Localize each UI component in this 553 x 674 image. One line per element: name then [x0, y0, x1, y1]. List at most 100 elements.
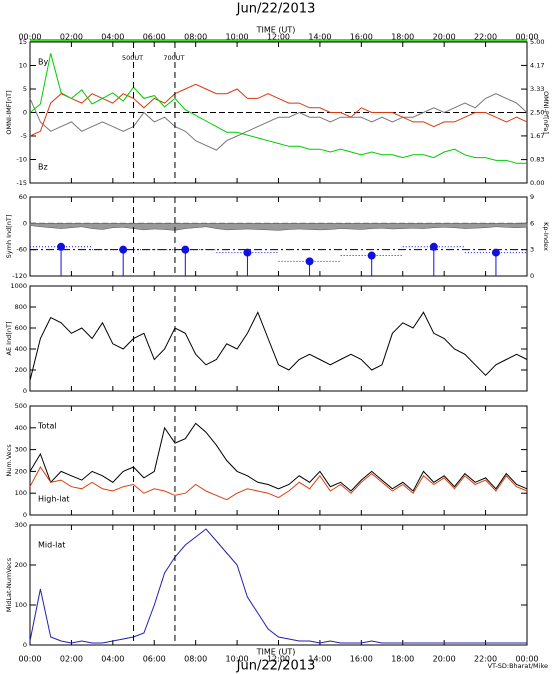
bottom-x-tick-label: 00:00 — [515, 655, 538, 664]
top-x-tick-label: 22:00 — [474, 33, 497, 42]
y-axis-label: Symh Ind[nT] — [5, 215, 13, 259]
line — [29, 83, 528, 137]
bottom-x-tick-label: 06:00 — [143, 655, 166, 664]
series-label: Total — [37, 422, 57, 431]
y-tick-label: 500 — [15, 402, 27, 410]
bottom-x-tick-label: 10:00 — [226, 655, 249, 664]
bottom-x-tick-label: 16:00 — [350, 655, 373, 664]
y-tick-label: 200 — [15, 366, 27, 374]
line — [29, 93, 528, 151]
y-tick-label: 200 — [15, 467, 27, 475]
series-label: Bz — [38, 163, 48, 172]
y2-tick-label: 0 — [530, 272, 534, 280]
top-x-tick-label: 06:00 — [143, 33, 166, 42]
panel-frame — [29, 285, 528, 392]
y2-tick-label: 3 — [530, 246, 534, 254]
y-tick-label: -15 — [16, 179, 27, 187]
y-tick-label: 0 — [23, 109, 27, 117]
y-axis-label: OMNI-IMF[nT] — [5, 90, 13, 134]
y-tick-label: -5 — [21, 132, 27, 140]
y-axis-label: Num.Vecs — [5, 444, 13, 477]
bottom-date: Jun/22/2013 — [236, 659, 316, 674]
y-axis-label: MidLat-NumVecs — [5, 557, 13, 612]
bottom-x-tick-label: 12:00 — [267, 655, 290, 664]
y-tick-label: 300 — [15, 521, 27, 529]
kp-dot — [429, 242, 438, 251]
top-x-tick-label: 08:00 — [184, 33, 207, 42]
bottom-x-tick-label: 22:00 — [474, 655, 497, 664]
y-axis-label: AE Ind[nT] — [5, 322, 13, 356]
time-marker-label: 500UT — [122, 54, 143, 62]
kp-dot — [491, 248, 500, 257]
y-tick-label: 300 — [15, 446, 27, 454]
y-tick-label: 100 — [15, 601, 27, 609]
series-label: By — [38, 58, 48, 67]
kp-dot — [367, 251, 376, 260]
data-status-bar — [30, 39, 527, 42]
top-x-tick-label: 14:00 — [308, 33, 331, 42]
line — [29, 466, 528, 501]
y-tick-label: 800 — [15, 303, 27, 311]
y2-tick-label: 0.83 — [530, 156, 544, 164]
y-tick-label: 400 — [15, 424, 27, 432]
credit: VT-SD:Bharat/Mike — [488, 662, 548, 670]
kp-dot — [243, 248, 252, 257]
top-x-tick-label: 04:00 — [101, 33, 124, 42]
figure-title: Jun/22/2013 — [236, 2, 316, 17]
y2-tick-label: 5.00 — [530, 38, 544, 46]
series-label: Mid-lat — [38, 541, 65, 550]
y2-tick-label: 4.17 — [530, 61, 544, 69]
y2-tick-label: 6 — [530, 219, 534, 227]
top-time-label: TIME (UT) — [256, 26, 296, 35]
series-label: High-lat — [38, 495, 70, 504]
panel-frame — [29, 196, 528, 277]
y2-tick-label: 9 — [530, 193, 534, 201]
top-x-tick-label: 18:00 — [391, 33, 414, 42]
y-tick-label: -10 — [16, 156, 27, 164]
y-tick-label: 600 — [15, 324, 27, 332]
top-x-tick-label: 20:00 — [433, 33, 456, 42]
y-tick-label: 0 — [23, 641, 27, 649]
y2-tick-label: 2.50 — [530, 109, 544, 117]
y-tick-label: 15 — [19, 38, 27, 46]
bottom-x-tick-label: 02:00 — [60, 655, 83, 664]
bottom-time-label: TIME (UT) — [256, 648, 296, 657]
line — [29, 422, 528, 492]
top-x-tick-label: 00:00 — [18, 33, 41, 42]
bottom-x-tick-label: 04:00 — [101, 655, 124, 664]
y2-axis-label: OMNI-Pf[nPa] — [542, 91, 550, 134]
y-tick-label: 60 — [19, 193, 27, 201]
area — [29, 223, 528, 231]
y-tick-label: 10 — [19, 62, 27, 70]
kp-dot — [119, 245, 128, 254]
y-tick-label: 0 — [23, 511, 27, 519]
kp-dot — [305, 257, 314, 266]
top-x-tick-label: 00:00 — [515, 33, 538, 42]
y-tick-label: 200 — [15, 561, 27, 569]
top-x-tick-label: 02:00 — [60, 33, 83, 42]
y-tick-label: 0 — [23, 219, 27, 227]
top-x-tick-label: 16:00 — [350, 33, 373, 42]
y-tick-label: 5 — [23, 85, 27, 93]
panel-frame — [29, 524, 528, 646]
bottom-x-tick-label: 00:00 — [18, 655, 41, 664]
y-tick-label: -120 — [12, 272, 27, 280]
kp-dot — [57, 242, 66, 251]
y-tick-label: 1000 — [10, 282, 27, 290]
bottom-x-tick-label: 18:00 — [391, 655, 414, 664]
y2-axis-label: Kp-Index — [542, 222, 550, 251]
y-tick-label: 0 — [23, 387, 27, 395]
bottom-x-tick-label: 14:00 — [308, 655, 331, 664]
kp-dot — [181, 245, 190, 254]
bottom-x-tick-label: 08:00 — [184, 655, 207, 664]
y2-tick-label: 1.67 — [530, 132, 544, 140]
time-marker-label: 700UT — [163, 54, 184, 62]
top-x-tick-label: 10:00 — [226, 33, 249, 42]
line — [29, 528, 527, 644]
top-x-tick-label: 12:00 — [267, 33, 290, 42]
y2-tick-label: 3.33 — [530, 85, 544, 93]
y-tick-label: 400 — [15, 345, 27, 353]
y2-tick-label: 0.00 — [530, 179, 544, 187]
bottom-x-tick-label: 20:00 — [433, 655, 456, 664]
line — [29, 53, 527, 164]
